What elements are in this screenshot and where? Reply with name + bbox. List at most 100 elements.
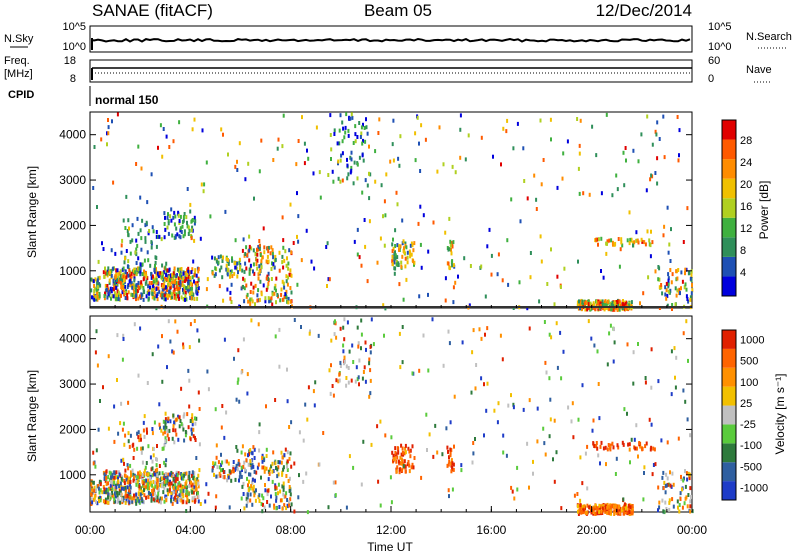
scatter-cell bbox=[239, 264, 242, 269]
scatter-cell bbox=[94, 350, 97, 355]
scatter-cell bbox=[330, 147, 333, 152]
scatter-cell bbox=[376, 424, 379, 429]
scatter-cell bbox=[267, 296, 270, 301]
scatter-cell bbox=[617, 445, 620, 450]
scatter-cell bbox=[444, 298, 447, 303]
scatter-cell bbox=[392, 246, 395, 251]
scatter-cell bbox=[221, 259, 224, 263]
scatter-cell bbox=[156, 467, 159, 472]
scatter-cell bbox=[137, 435, 140, 440]
scatter-cell bbox=[141, 473, 144, 478]
scatter-cell bbox=[391, 262, 394, 267]
scatter-cell bbox=[96, 290, 99, 295]
scatter-cell bbox=[606, 502, 609, 507]
scatter-cell bbox=[650, 347, 653, 352]
scatter-cell bbox=[262, 496, 265, 501]
scatter-cell bbox=[197, 499, 200, 504]
scatter-cell bbox=[246, 476, 248, 481]
xtick-label: 00:00 bbox=[677, 523, 707, 537]
scatter-cell bbox=[134, 267, 137, 272]
scatter-cell bbox=[660, 438, 663, 443]
scatter-cell bbox=[273, 503, 276, 508]
scatter-cell bbox=[167, 437, 170, 442]
scatter-cell bbox=[364, 139, 367, 144]
scatter-cell bbox=[657, 265, 660, 269]
scatter-cell bbox=[279, 489, 282, 494]
scatter-cell bbox=[112, 493, 115, 498]
scatter-cell bbox=[96, 282, 99, 287]
scatter-cell bbox=[418, 294, 421, 299]
ytick-label: 4000 bbox=[59, 128, 86, 142]
scatter-cell bbox=[144, 223, 147, 228]
scatter-cell bbox=[126, 292, 129, 297]
colorbar-tick-label: 8 bbox=[740, 245, 746, 257]
scatter-cell bbox=[140, 450, 143, 455]
scatter-cell bbox=[173, 295, 176, 300]
scatter-cell bbox=[281, 215, 284, 220]
scatter-cell bbox=[410, 252, 413, 257]
scatter-cell bbox=[345, 376, 348, 380]
cpid-value: normal 150 bbox=[95, 93, 159, 107]
scatter-cell bbox=[147, 481, 150, 486]
nave-tick-bottom: 0 bbox=[708, 73, 714, 85]
scatter-cell bbox=[658, 500, 661, 505]
scatter-cell bbox=[255, 262, 258, 266]
scatter-cell bbox=[604, 504, 607, 509]
scatter-cell bbox=[604, 299, 607, 304]
scatter-cell bbox=[609, 447, 612, 452]
scatter-cell bbox=[173, 440, 176, 445]
scatter-cell bbox=[460, 463, 463, 468]
scatter-cell bbox=[404, 469, 407, 474]
scatter-cell bbox=[121, 238, 124, 243]
scatter-cell bbox=[686, 504, 689, 509]
scatter-cell bbox=[120, 250, 123, 255]
scatter-cell bbox=[108, 290, 111, 295]
scatter-cell bbox=[352, 360, 355, 364]
scatter-cell bbox=[197, 491, 199, 496]
scatter-cell bbox=[214, 272, 217, 277]
scatter-cell bbox=[204, 499, 207, 504]
scatter-cell bbox=[151, 427, 154, 431]
scatter-cell bbox=[663, 224, 666, 229]
scatter-cell bbox=[656, 156, 659, 161]
scatter-cell bbox=[148, 281, 151, 286]
scatter-cell bbox=[163, 211, 166, 216]
scatter-cell bbox=[461, 340, 464, 345]
scatter-cell bbox=[390, 435, 393, 440]
colorbar-segment bbox=[722, 330, 736, 349]
scatter-cell bbox=[172, 486, 175, 490]
scatter-cell bbox=[559, 285, 562, 289]
scatter-cell bbox=[334, 319, 336, 324]
scatter-cell bbox=[180, 230, 183, 234]
scatter-cell bbox=[425, 412, 428, 417]
scatter-cell bbox=[136, 243, 139, 248]
scatter-cell bbox=[127, 273, 130, 278]
scatter-cell bbox=[142, 500, 145, 505]
scatter-cell bbox=[409, 448, 412, 453]
scatter-cell bbox=[152, 488, 155, 493]
scatter-cell bbox=[436, 450, 439, 455]
scatter-cell bbox=[167, 492, 170, 497]
scatter-cell bbox=[680, 270, 683, 275]
scatter-cell bbox=[611, 504, 613, 508]
scatter-cell bbox=[226, 267, 229, 272]
scatter-cell bbox=[663, 480, 666, 485]
scatter-cell bbox=[616, 443, 619, 448]
scatter-cell bbox=[596, 511, 599, 516]
scatter-cell bbox=[447, 329, 450, 334]
scatter-cell bbox=[139, 492, 142, 497]
scatter-cell bbox=[197, 267, 200, 272]
scatter-cell bbox=[139, 195, 142, 200]
scatter-cell bbox=[190, 281, 193, 286]
scatter-cell bbox=[271, 302, 274, 307]
scatter-cell bbox=[354, 124, 357, 129]
scatter-cell bbox=[117, 297, 120, 301]
scatter-cell bbox=[186, 412, 189, 417]
scatter-cell bbox=[396, 202, 399, 207]
scatter-cell bbox=[107, 287, 110, 292]
scatter-cell bbox=[143, 485, 146, 490]
scatter-cell bbox=[289, 202, 292, 207]
scatter-cell bbox=[91, 295, 93, 300]
scatter-cell bbox=[408, 449, 411, 454]
scatter-cell bbox=[167, 319, 170, 324]
